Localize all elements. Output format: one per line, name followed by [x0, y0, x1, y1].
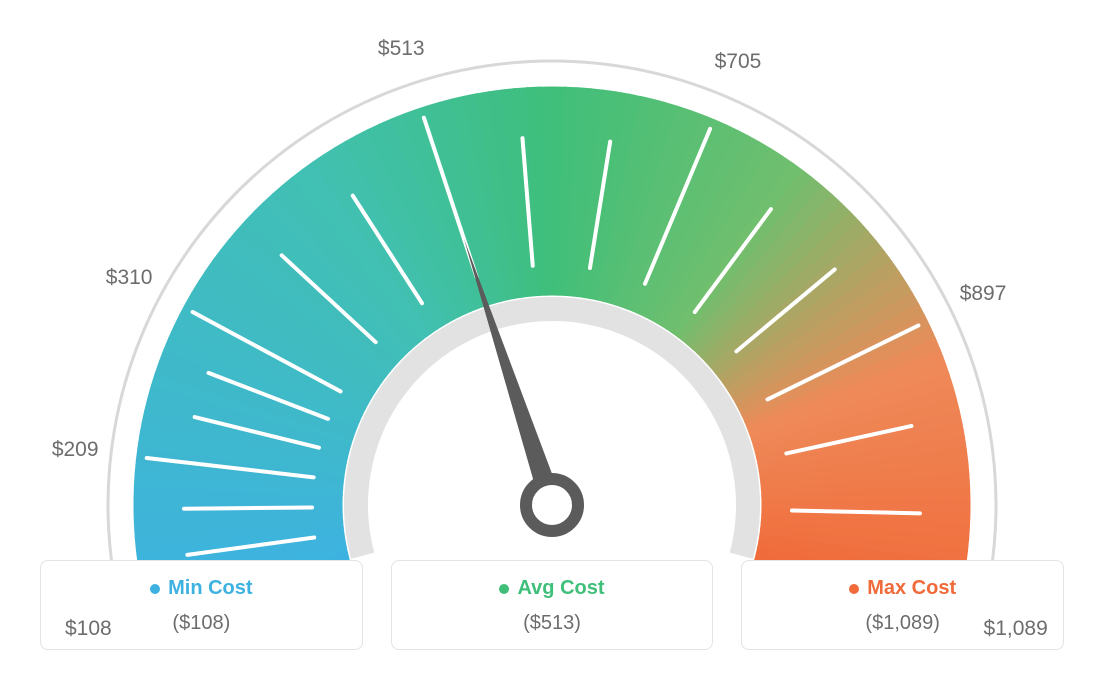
- card-min-label: Min Cost: [168, 577, 252, 600]
- gauge-chart: $108$209$310$513$705$897$1,089: [0, 0, 1104, 560]
- gauge-svg: [0, 0, 1104, 560]
- card-avg-label: Avg Cost: [517, 577, 604, 600]
- gauge-tick-label: $513: [378, 37, 425, 61]
- card-min-header: Min Cost: [51, 577, 352, 600]
- legend-cards: Min Cost ($108) Avg Cost ($513) Max Cost…: [0, 560, 1104, 650]
- circle-icon: [150, 584, 160, 594]
- card-avg-cost: Avg Cost ($513): [391, 560, 714, 650]
- circle-icon: [849, 584, 859, 594]
- card-max-header: Max Cost: [752, 577, 1053, 600]
- gauge-tick-label: $209: [52, 438, 99, 462]
- gauge-tick-label: $310: [106, 266, 153, 290]
- cost-gauge-infographic: $108 $209 $310 $513 $705 $897 $1,089 Min Cost …: [0, 0, 1104, 690]
- gauge-tick-label: $108: [65, 617, 112, 641]
- gauge-tick-label: $1,089: [984, 617, 1048, 641]
- circle-icon: [499, 584, 509, 594]
- card-max-label: Max Cost: [867, 577, 956, 600]
- card-avg-value: ($513): [402, 612, 703, 635]
- gauge-tick-label: $897: [960, 282, 1007, 306]
- gauge-tick-label: $705: [715, 50, 762, 74]
- card-avg-header: Avg Cost: [402, 577, 703, 600]
